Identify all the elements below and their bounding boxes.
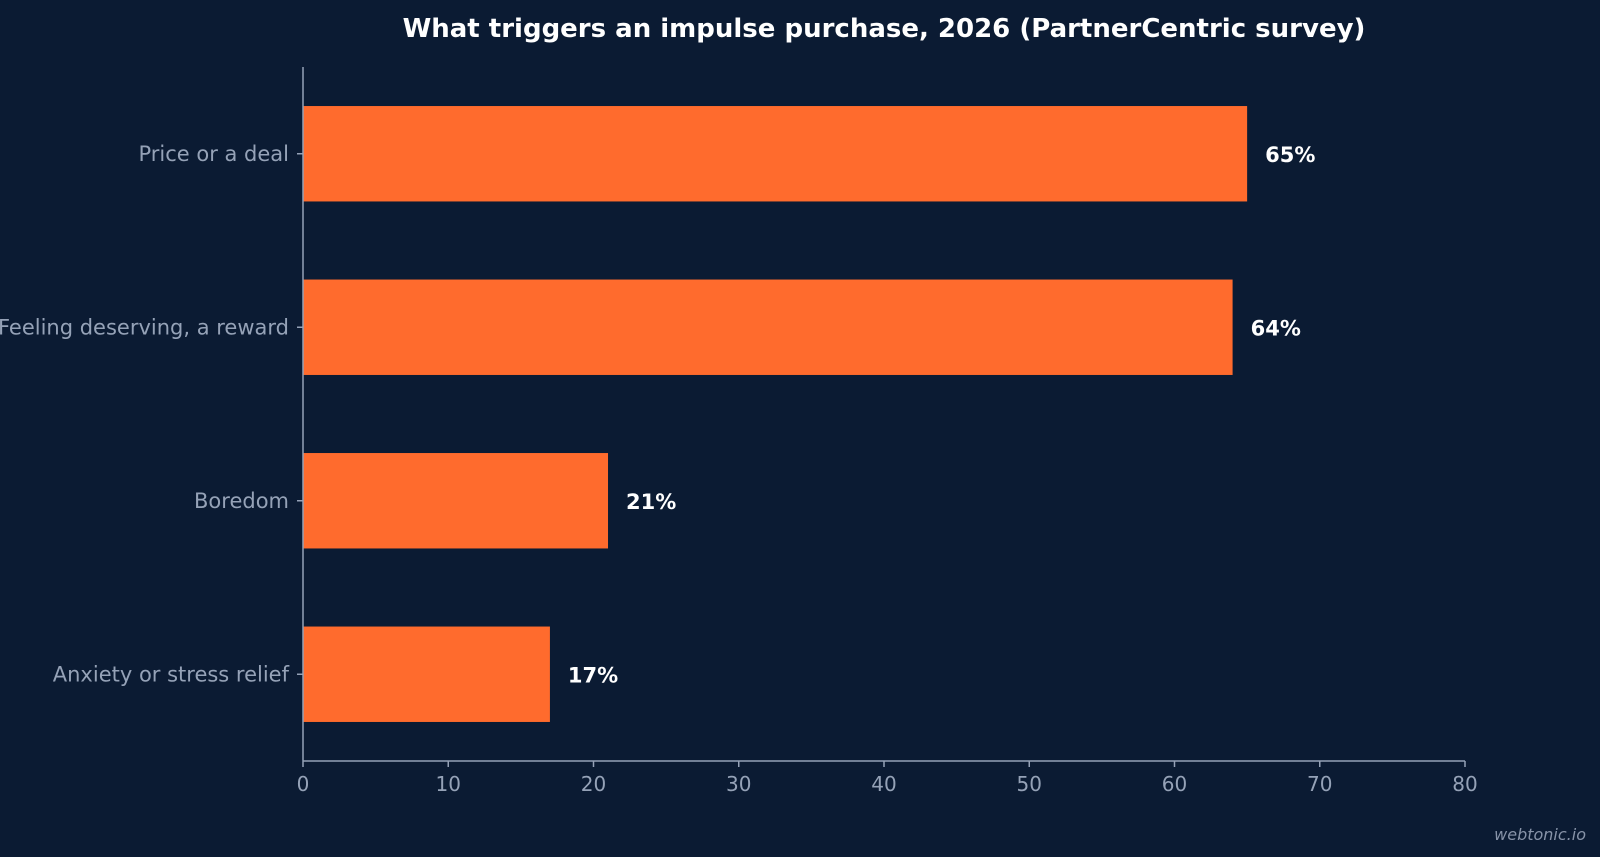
x-tick-label: 0 xyxy=(297,772,310,796)
watermark: webtonic.io xyxy=(1494,825,1586,844)
value-label: 17% xyxy=(568,663,618,687)
x-tick-label: 80 xyxy=(1452,772,1477,796)
bar xyxy=(303,626,550,722)
x-tick-label: 40 xyxy=(871,772,896,796)
value-label: 64% xyxy=(1251,316,1301,340)
x-tick-label: 20 xyxy=(581,772,606,796)
bar xyxy=(303,453,609,549)
x-tick-label: 30 xyxy=(726,772,751,796)
value-label: 21% xyxy=(626,490,676,514)
chart-title: What triggers an impulse purchase, 2026 … xyxy=(403,14,1366,44)
x-tick-label: 10 xyxy=(436,772,461,796)
bars-layer: 65% 64% 21% 17% xyxy=(303,106,1315,722)
category-label: Feeling deserving, a reward xyxy=(0,315,289,339)
value-label: 65% xyxy=(1265,143,1315,167)
x-tick-label: 70 xyxy=(1307,772,1332,796)
x-tick-label: 50 xyxy=(1017,772,1042,796)
category-label: Price or a deal xyxy=(138,142,289,166)
x-tick-label: 60 xyxy=(1162,772,1187,796)
bar xyxy=(303,106,1248,202)
category-label: Anxiety or stress relief xyxy=(53,662,290,686)
bar xyxy=(303,279,1233,375)
category-label: Boredom xyxy=(194,489,289,513)
axis-layer: Price or a deal Feeling deserving, a rewa… xyxy=(0,67,1478,796)
